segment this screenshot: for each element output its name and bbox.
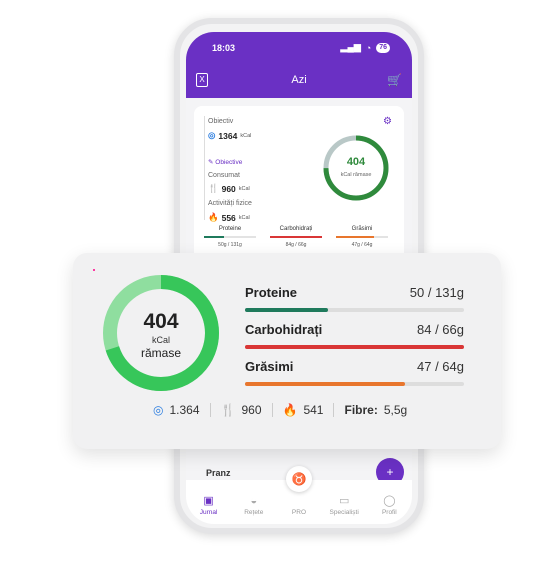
goal-value: 1.364 — [169, 403, 200, 417]
small-ring-label: kCal rămase — [340, 172, 372, 178]
objectives-link[interactable]: ✎ Obiective — [208, 159, 243, 166]
macro-name: Carbohidrați — [245, 322, 323, 337]
status-bar: 18:03 ▂▄▆ ◔ 76 — [186, 32, 412, 64]
card-divider — [204, 116, 205, 220]
mini-macro-protein: Proteine 50g / 131g — [204, 226, 256, 248]
tab-profil[interactable]: ◯ Profil — [381, 495, 397, 516]
macro-name: Proteine — [245, 285, 298, 300]
specialists-icon: ▭ — [338, 495, 350, 507]
activity-label: Activități fizice — [208, 200, 252, 207]
eaten-value: 960 — [241, 403, 262, 417]
settings-icon[interactable]: ⚙ — [383, 116, 392, 127]
daily-summary-card: ⚙ Obiectiv ◎ 1364 kCal ✎ Obiective Consu… — [194, 106, 404, 266]
flame-icon: 🔥 — [282, 403, 298, 417]
consumed-label: Consumat — [208, 172, 240, 179]
wifi-icon: ◔ — [365, 42, 372, 53]
recipes-icon: ◒ — [250, 495, 258, 507]
macro-progress — [245, 345, 464, 349]
divider — [333, 403, 335, 417]
remaining-calories-ring: 404 kCal rămase — [101, 273, 221, 393]
remaining-unit: kCal — [151, 335, 170, 345]
bottom-tab-bar: ♉ ▣ Jurnal ◒ Rețete · PRO ▭ Specialiști … — [186, 466, 412, 524]
pro-badge-icon[interactable]: ♉ — [286, 466, 312, 492]
battery-icon: 76 — [376, 42, 390, 53]
mini-macro-carbs: Carbohidrați 84g / 66g — [270, 226, 322, 248]
macro-row-carbs: Carbohidrați 84 / 66g — [245, 322, 464, 352]
cart-icon[interactable]: 🛒 — [387, 73, 402, 87]
small-ring-value: 404 — [346, 156, 366, 168]
target-icon: ◎ — [153, 403, 164, 417]
objective-label: Obiectiv — [208, 118, 234, 125]
consumed-value: 🍴 960 kCal — [208, 183, 250, 194]
meal-title: Pranz — [206, 468, 231, 478]
activity-value: 🔥 556 kCal — [208, 212, 250, 223]
macro-row-protein: Proteine 50 / 131g — [245, 285, 464, 315]
app-bar: X Azi 🛒 — [186, 64, 412, 98]
burned-value: 541 — [303, 403, 324, 417]
macro-progress — [245, 382, 464, 386]
remaining-ring-small: 404 kCal rămase — [322, 134, 390, 202]
objective-value: ◎ 1364 kCal — [208, 130, 252, 141]
macro-row-fat: Grăsimi 47 / 64g — [245, 359, 464, 389]
daily-stats-row: ◎ 1.364 🍴 960 🔥 541 Fibre: 5,5g — [153, 403, 407, 417]
fiber-value: 5,5g — [383, 403, 408, 417]
tab-jurnal[interactable]: ▣ Jurnal — [199, 495, 218, 516]
signal-icon: ▂▄▆ — [340, 42, 361, 52]
cutlery-icon: 🍴 — [220, 403, 236, 417]
macro-value: 50 / 131g — [409, 285, 464, 300]
macro-progress — [245, 308, 464, 312]
tab-specialisti[interactable]: ▭ Specialiști — [329, 495, 359, 516]
tab-pro[interactable]: · PRO — [291, 509, 307, 516]
macro-name: Grăsimi — [245, 359, 294, 374]
app-bar-title: Azi — [291, 74, 307, 86]
tab-retete[interactable]: ◒ Rețete — [244, 495, 264, 516]
profile-icon: ◯ — [383, 495, 396, 507]
macro-value: 84 / 66g — [417, 322, 464, 337]
cutlery-icon: 🍴 — [208, 183, 219, 193]
divider — [209, 403, 211, 417]
target-icon: ◎ — [208, 130, 216, 140]
flame-icon: 🔥 — [208, 212, 219, 222]
status-icons: ▂▄▆ ◔ 76 — [341, 42, 390, 53]
decor-dot — [93, 269, 95, 271]
export-icon[interactable]: X — [196, 73, 208, 87]
nutrition-summary-overlay: 404 kCal rămase Proteine 50 / 131g Carbo… — [73, 253, 501, 449]
journal-icon: ▣ — [203, 495, 214, 507]
status-time: 18:03 — [212, 43, 236, 53]
remaining-value: 404 — [143, 310, 179, 333]
fiber-label: Fibre: — [344, 403, 378, 417]
remaining-label: rămase — [140, 346, 181, 360]
macro-value: 47 / 64g — [417, 359, 464, 374]
divider — [271, 403, 273, 417]
mini-macro-fat: Grăsimi 47g / 64g — [336, 226, 388, 248]
